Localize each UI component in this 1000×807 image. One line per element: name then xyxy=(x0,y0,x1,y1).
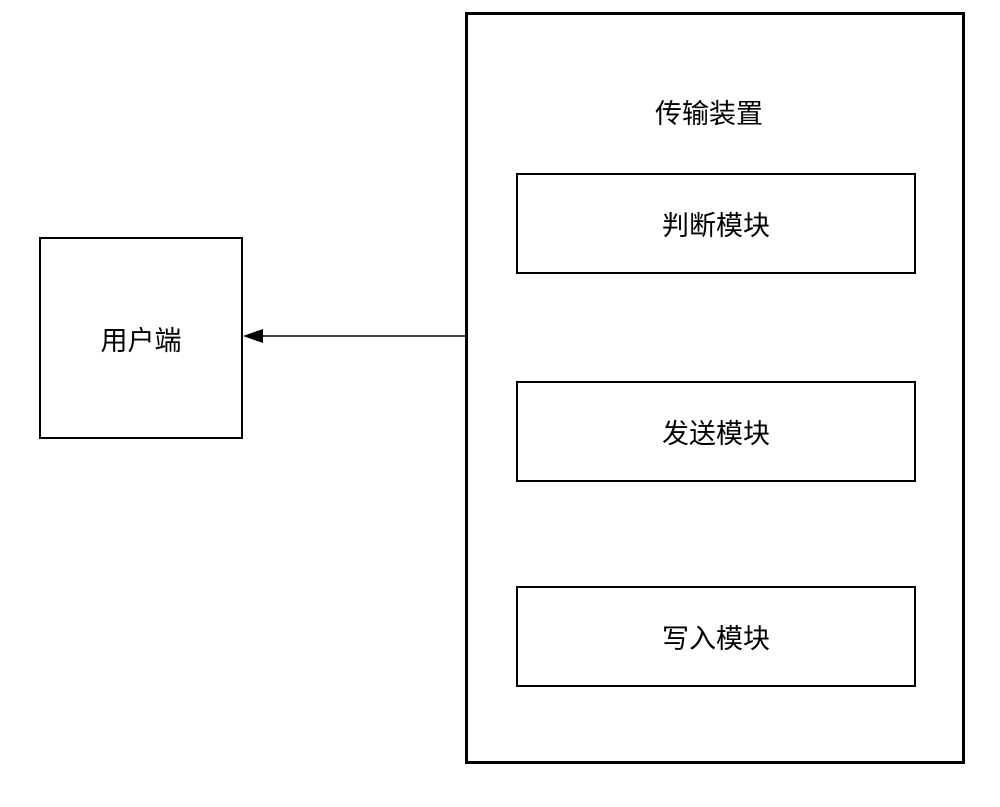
module-label: 发送模块 xyxy=(662,412,770,451)
client-label: 用户端 xyxy=(101,319,182,358)
device-title: 传输装置 xyxy=(655,92,763,131)
module-box-write: 写入模块 xyxy=(516,586,916,687)
client-box: 用户端 xyxy=(39,237,243,439)
module-label: 判断模块 xyxy=(662,204,770,243)
arrow-device-to-client xyxy=(223,322,485,350)
diagram-canvas: 用户端 传输装置 判断模块 发送模块 写入模块 xyxy=(0,0,1000,807)
module-box-judge: 判断模块 xyxy=(516,173,916,274)
module-box-send: 发送模块 xyxy=(516,381,916,482)
module-label: 写入模块 xyxy=(662,617,770,656)
